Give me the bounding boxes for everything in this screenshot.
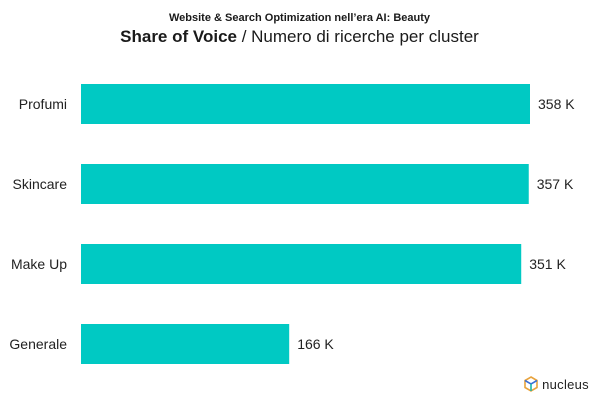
value-label: 357 K xyxy=(537,176,574,192)
chart-title-bold: Share of Voice xyxy=(120,27,237,46)
chart-supertitle: Website & Search Optimization nell’era A… xyxy=(168,12,430,24)
bar-generale xyxy=(81,324,290,364)
category-label: Make Up xyxy=(11,256,67,272)
chart-title-rest: / Numero di ricerche per cluster xyxy=(236,27,479,46)
category-label: Profumi xyxy=(19,96,67,112)
value-label: 166 K xyxy=(297,336,334,352)
value-label: 358 K xyxy=(538,96,575,112)
nucleus-logo-icon xyxy=(524,376,538,392)
bar-skincare xyxy=(81,164,529,204)
category-label: Generale xyxy=(9,336,67,352)
category-label: Skincare xyxy=(13,176,68,192)
brand-name: nucleus xyxy=(542,376,589,392)
value-label: 351 K xyxy=(529,256,566,272)
bar-make-up xyxy=(81,244,522,284)
chart-title: Share of Voice / Numero di ricerche per … xyxy=(0,27,599,47)
brand-logo: nucleus xyxy=(523,376,589,392)
bar-profumi xyxy=(81,84,530,124)
